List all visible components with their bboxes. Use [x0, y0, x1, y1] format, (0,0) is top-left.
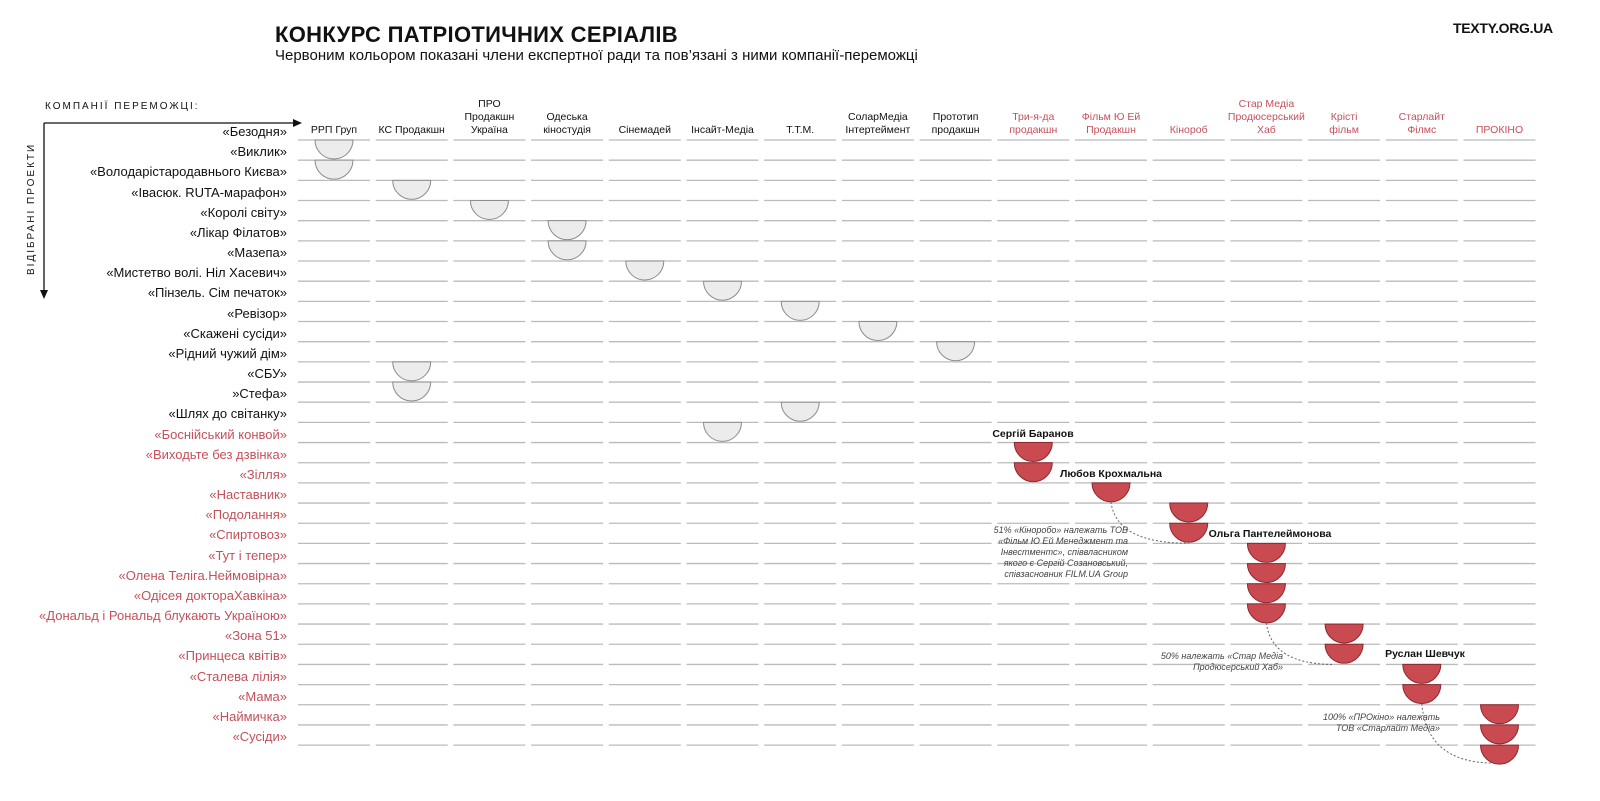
win-marker: [625, 260, 665, 281]
win-marker: [1091, 482, 1131, 503]
win-marker: [1402, 684, 1442, 705]
win-marker: [1324, 643, 1364, 664]
page-title: КОНКУРС ПАТРІОТИЧНИХ СЕРІАЛІВ: [275, 22, 678, 47]
win-marker: [936, 341, 976, 362]
project-label: «Шлях до світанку»: [168, 406, 287, 422]
company-header: РРП Груп: [310, 124, 358, 136]
win-marker: [1246, 583, 1286, 604]
project-label: «Пінзель. Сім печаток»: [147, 285, 287, 301]
project-label: «Мама»: [238, 688, 287, 704]
project-label: «СБУ»: [247, 366, 287, 382]
company-header: СоларМедіа Інтертеймент: [845, 111, 911, 136]
ownership-note: 51% «Кіноробо» належать ТОВ «Фільм Ю Ей …: [993, 525, 1128, 579]
project-label: «Виходьте без дзвінка»: [145, 446, 287, 462]
company-header: Т.Т.М.: [786, 124, 815, 136]
win-marker: [1324, 623, 1364, 644]
ownership-note: 50% належать «Стар Медіа Продюсерський Х…: [1160, 651, 1283, 672]
project-label: «Безодня»: [222, 124, 288, 139]
project-label: «Наставник»: [209, 487, 287, 503]
win-marker: [1479, 744, 1520, 765]
win-marker: [780, 300, 820, 321]
page-subtitle: Червоним кольором показані члени експерт…: [275, 47, 918, 64]
win-marker: [1013, 442, 1053, 462]
expert-label: Руслан Шевчук: [1385, 648, 1465, 660]
win-marker: [392, 179, 432, 200]
connector-line: [1110, 501, 1189, 544]
company-header: Старлайт Філмс: [1398, 111, 1445, 136]
x-axis-label: КОМПАНІЇ ПЕРЕМОЖЦІ:: [45, 101, 200, 112]
project-label: «Боснійський конвой»: [154, 426, 287, 442]
project-label: «Зілля»: [239, 466, 287, 482]
project-label: «Лікар Філатов»: [189, 224, 287, 240]
project-label: «Олена Теліга.Неймовірна»: [118, 567, 287, 583]
y-axis-arrow-icon: [40, 290, 48, 299]
company-header: Кінороб: [1169, 124, 1208, 136]
win-marker: [1246, 563, 1286, 583]
win-marker: [780, 401, 820, 422]
expert-label: Любов Крохмальна: [1059, 468, 1163, 480]
win-marker: [392, 381, 432, 402]
x-axis-arrow-icon: [293, 119, 302, 127]
project-label: «Скажені сусіди»: [183, 325, 287, 341]
project-label: «Івасюк. RUTA-марафон»: [131, 184, 287, 200]
project-label: «Володарістародавнього Києва»: [89, 164, 287, 180]
project-label: «Спиртовоз»: [209, 527, 287, 543]
project-label: «Королі світу»: [200, 204, 287, 220]
expert-label: Сергій Баранов: [992, 428, 1074, 440]
company-header: ПРОКІНО: [1475, 124, 1524, 136]
project-label: «Зона 51»: [224, 628, 287, 644]
project-label: «Наймичка»: [212, 708, 287, 724]
company-header: Фільм Ю Ей Продакшн: [1081, 111, 1141, 136]
connector-line: [1265, 622, 1335, 665]
win-marker: [1402, 663, 1442, 684]
company-header: Інсайт-Медіа: [691, 124, 754, 136]
project-label: «Виклик»: [230, 144, 287, 160]
company-header: Одеська кіностудія: [543, 111, 591, 136]
win-marker: [1479, 704, 1520, 725]
win-marker: [469, 200, 509, 220]
project-label: «Сталева лілія»: [189, 668, 287, 684]
company-header: Прототип продакшн: [931, 111, 980, 136]
win-marker: [1169, 522, 1209, 543]
win-marker: [547, 240, 587, 261]
win-marker: [702, 280, 743, 301]
project-label: «Принцеса квітів»: [178, 648, 287, 664]
project-label: «Рідний чужий дім»: [168, 345, 287, 361]
expert-label: Ольга Пантелеймонова: [1208, 528, 1332, 540]
project-label: «Сусіди»: [232, 729, 287, 745]
win-marker: [858, 321, 898, 341]
win-marker: [547, 220, 587, 241]
win-marker: [1479, 724, 1520, 745]
company-header: Стар Медіа Продюсерський Хаб: [1227, 98, 1305, 136]
win-marker: [702, 421, 743, 442]
company-header: Три-я-да продакшн: [1009, 111, 1058, 136]
win-marker: [314, 159, 354, 180]
brand-logo[interactable]: TEXTY.ORG.UA: [1453, 20, 1553, 36]
project-label: «Одісея доктораХавкіна»: [133, 587, 287, 603]
win-marker: [1246, 603, 1286, 624]
company-header: ПРО Продакшн Україна: [464, 98, 515, 136]
project-label: «Мазепа»: [227, 245, 287, 261]
connector-line: [1421, 703, 1495, 764]
project-label: »Стефа»: [232, 386, 287, 402]
win-marker: [314, 139, 354, 160]
project-label: «Дональд і Рональд блукають Україною»: [39, 608, 287, 624]
project-label: «Ревізор»: [227, 305, 287, 321]
company-header: Крісті фільм: [1329, 111, 1359, 136]
company-header: Сінемадей: [618, 124, 672, 136]
win-marker: [392, 361, 432, 382]
project-label: «Подолання»: [205, 507, 288, 523]
project-label: «Тут і тепер»: [208, 547, 287, 563]
win-marker: [1246, 542, 1286, 563]
company-header: КС Продакшн: [378, 124, 445, 136]
win-marker: [1169, 502, 1209, 523]
win-marker: [1013, 462, 1053, 483]
ownership-note: 100% «ПРОкіно» належать ТОВ «Старлайт Ме…: [1322, 712, 1440, 733]
project-label: «Мистетво волі. Ніл Хасевич»: [106, 265, 287, 281]
